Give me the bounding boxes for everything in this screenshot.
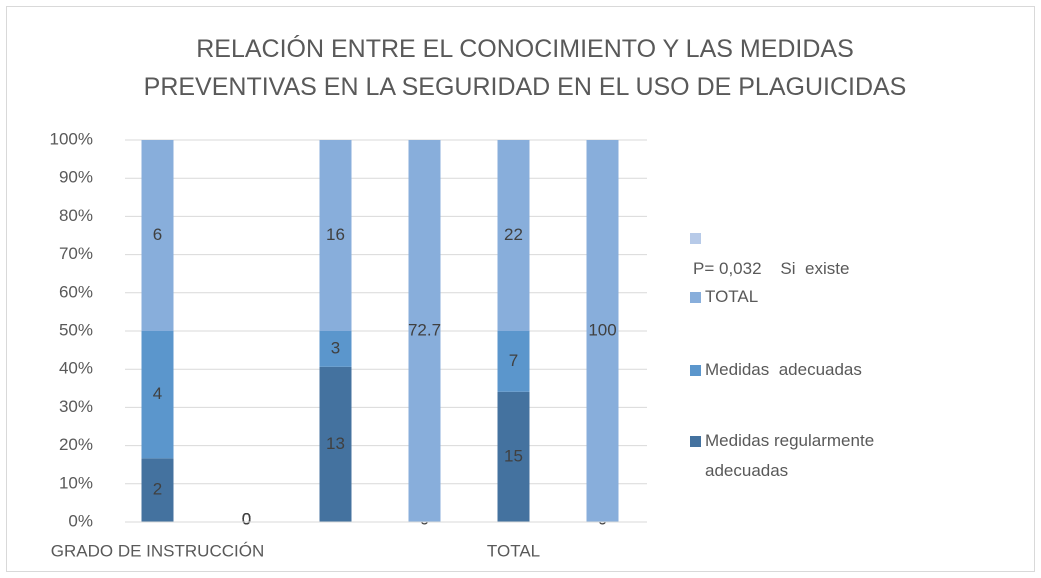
y-tick-label: 20% [59, 435, 93, 454]
legend-label: P= 0,032 Si existe [693, 259, 850, 278]
legend-item: P= 0,032 Si existe [690, 224, 940, 284]
y-tick-label: 80% [59, 206, 93, 225]
data-label: 7 [509, 351, 518, 370]
y-tick-label: 0% [68, 511, 93, 530]
data-label: 0 [242, 509, 251, 528]
chart-title: RELACIÓN ENTRE EL CONOCIMIENTO Y LAS MED… [143, 35, 907, 101]
x-tick-label: GRADO DE INSTRUCCIÓN [51, 541, 264, 560]
x-tick-label: TOTAL [487, 541, 540, 560]
bar-segment [141, 458, 174, 522]
legend-swatch [690, 292, 701, 303]
legend-label: Medidas regularmente adecuadas [705, 431, 879, 480]
bar-segment [497, 391, 530, 522]
data-label: 13 [326, 434, 345, 453]
bar-segment [586, 140, 619, 522]
data-label: 3 [331, 338, 340, 357]
data-label: 22 [504, 225, 523, 244]
data-label: 6 [153, 225, 162, 244]
y-tick-label: 70% [59, 244, 93, 263]
bar-segment [319, 366, 352, 522]
bar-segment [319, 140, 352, 331]
legend-swatch [690, 365, 701, 376]
data-label: 72.7 [408, 320, 441, 339]
legend-label: Medidas adecuadas [705, 360, 862, 379]
data-label: 15 [504, 446, 523, 465]
y-tick-label: 90% [59, 168, 93, 187]
chart-border [6, 6, 1035, 572]
data-label: 4 [153, 384, 162, 403]
legend-swatch [690, 436, 701, 447]
y-tick-label: 60% [59, 282, 93, 301]
legend-item: Medidas regularmente adecuadas [690, 426, 940, 486]
data-label: 2 [153, 480, 162, 499]
bar-segment [319, 331, 352, 367]
legend-label: TOTAL [705, 287, 759, 306]
y-tick-label: 30% [59, 397, 93, 416]
legend-item: TOTAL [690, 282, 940, 312]
bar-segment [141, 331, 174, 459]
bar-segment [497, 140, 530, 331]
y-tick-label: 100% [50, 129, 93, 148]
data-label: 100 [588, 320, 616, 339]
bar-segment [141, 140, 174, 331]
data-label: 0 [242, 509, 251, 528]
y-tick-label: 40% [59, 359, 93, 378]
bar-segment [408, 140, 441, 522]
y-tick-label: 50% [59, 320, 93, 339]
data-label: 0 [242, 509, 251, 528]
data-label: 16 [326, 225, 345, 244]
legend-swatch [690, 233, 701, 244]
y-tick-label: 10% [59, 473, 93, 492]
legend-item: Medidas adecuadas [690, 355, 940, 385]
bar-segment [497, 331, 530, 392]
